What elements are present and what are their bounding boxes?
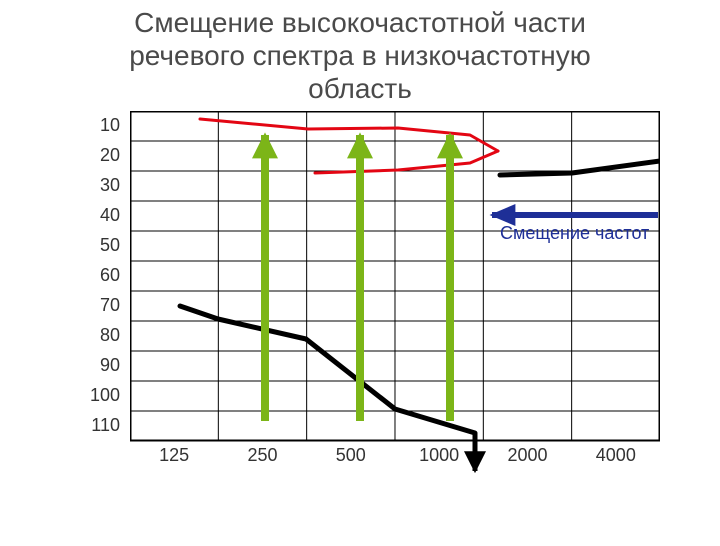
title-line-1: Смещение высокочастотной части bbox=[0, 6, 720, 39]
y-axis-label: 60 bbox=[80, 265, 120, 286]
x-axis-label: 2000 bbox=[497, 445, 557, 466]
y-axis-label: 10 bbox=[80, 115, 120, 136]
y-axis-label: 30 bbox=[80, 175, 120, 196]
title-line-3: область bbox=[0, 72, 720, 105]
y-axis-label: 110 bbox=[80, 415, 120, 436]
y-axis-label: 80 bbox=[80, 325, 120, 346]
chart-area: Смещение частот 102030405060708090100110… bbox=[130, 111, 660, 441]
y-axis-label: 20 bbox=[80, 145, 120, 166]
title-line-2: речевого спектра в низкочастотную bbox=[0, 39, 720, 72]
y-axis-label: 50 bbox=[80, 235, 120, 256]
x-axis-label: 1000 bbox=[409, 445, 469, 466]
chart-svg: Смещение частот bbox=[130, 111, 660, 481]
y-axis-label: 70 bbox=[80, 295, 120, 316]
y-axis-label: 100 bbox=[80, 385, 120, 406]
y-axis-label: 90 bbox=[80, 355, 120, 376]
x-axis-label: 250 bbox=[232, 445, 292, 466]
freq-shift-label: Смещение частот bbox=[500, 223, 649, 243]
x-axis-label: 4000 bbox=[586, 445, 646, 466]
x-axis-label: 500 bbox=[321, 445, 381, 466]
x-axis-label: 125 bbox=[144, 445, 204, 466]
page-title: Смещение высокочастотной части речевого … bbox=[0, 6, 720, 105]
y-axis-label: 40 bbox=[80, 205, 120, 226]
